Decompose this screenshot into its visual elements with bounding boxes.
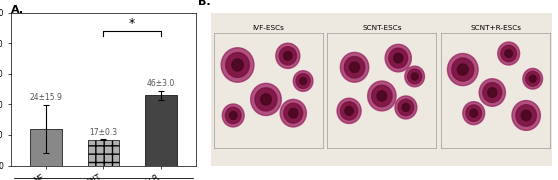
Circle shape [411,73,418,80]
Bar [88,140,119,166]
Circle shape [389,48,408,68]
Circle shape [458,64,468,75]
Circle shape [288,108,298,118]
Circle shape [523,68,542,89]
Title: IVF-ESCs: IVF-ESCs [252,25,284,31]
Circle shape [448,53,478,86]
Circle shape [385,44,411,72]
Circle shape [251,83,281,116]
Circle shape [229,111,237,120]
Circle shape [516,105,536,126]
Circle shape [505,50,512,58]
Circle shape [512,101,540,130]
Circle shape [300,77,306,85]
Title: SCNT-ESCs: SCNT-ESCs [362,25,402,31]
Circle shape [526,71,540,86]
Circle shape [255,88,277,111]
Circle shape [405,66,425,87]
Circle shape [284,103,303,123]
Circle shape [340,102,358,120]
Circle shape [530,75,536,82]
Title: SCNT+R-ESCs: SCNT+R-ESCs [470,25,521,31]
Circle shape [521,110,531,121]
Circle shape [276,43,300,68]
Bar [30,129,61,166]
Circle shape [488,88,497,97]
Circle shape [337,98,361,123]
Circle shape [407,69,422,84]
Text: 17±0.3: 17±0.3 [89,128,117,137]
Text: 24±15.9: 24±15.9 [29,93,62,102]
Circle shape [372,85,392,107]
Bar [145,95,177,166]
Circle shape [221,48,254,82]
Circle shape [344,57,365,78]
Text: A.: A. [11,5,25,15]
Circle shape [294,71,313,91]
Circle shape [280,99,306,127]
Circle shape [395,96,417,119]
Text: B.: B. [198,0,210,7]
Circle shape [225,107,241,124]
Circle shape [232,59,243,71]
Circle shape [349,62,359,73]
Circle shape [283,51,292,60]
Circle shape [402,103,410,111]
Circle shape [377,91,387,101]
Circle shape [398,99,414,116]
Circle shape [279,47,296,65]
Circle shape [501,45,517,62]
Circle shape [368,81,396,111]
Circle shape [226,53,249,77]
Text: *: * [129,17,135,30]
Circle shape [483,83,502,102]
Circle shape [463,102,485,125]
Circle shape [296,74,310,89]
Text: 46±3.0: 46±3.0 [147,79,175,88]
Circle shape [340,52,369,82]
Circle shape [261,94,271,105]
Circle shape [452,58,474,81]
Circle shape [345,106,353,115]
Circle shape [479,79,506,106]
Circle shape [466,105,482,122]
Circle shape [393,53,403,63]
Circle shape [222,104,244,127]
Circle shape [470,109,478,117]
Circle shape [498,42,519,65]
